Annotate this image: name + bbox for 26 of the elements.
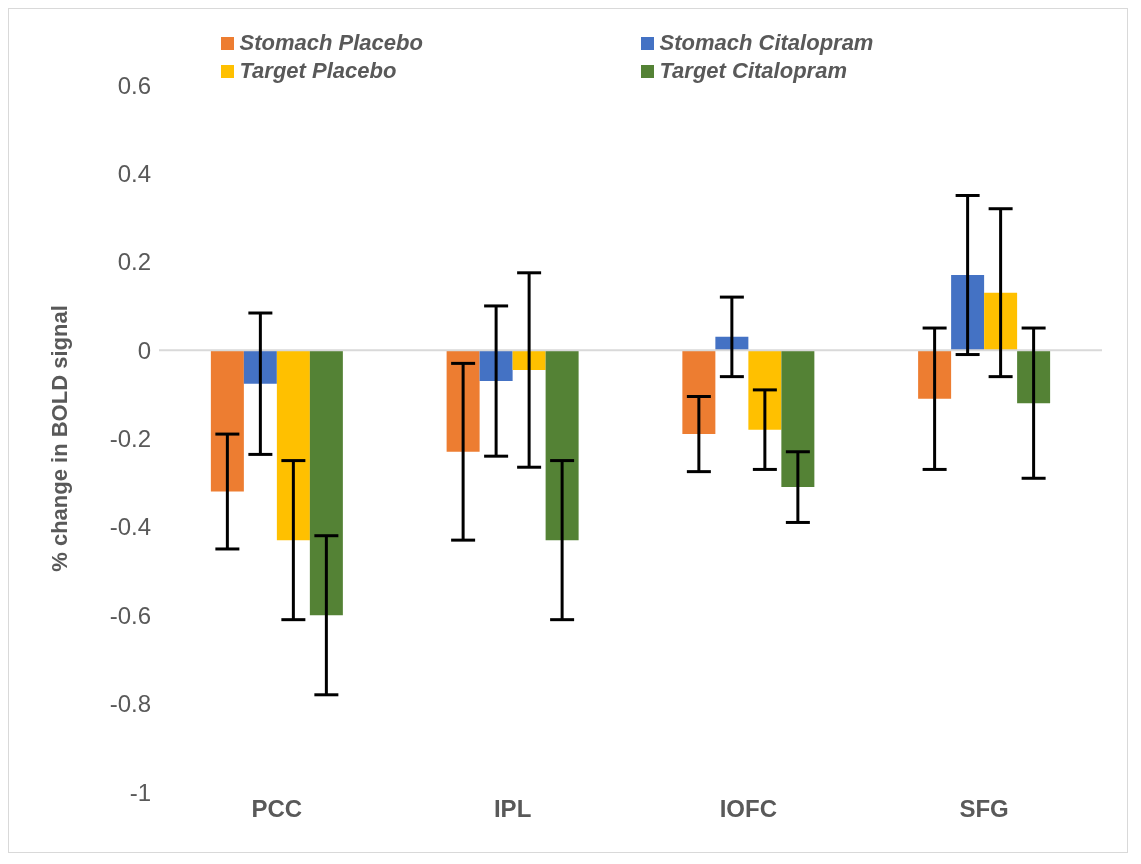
y-tick-label: 0: [137, 336, 151, 364]
y-tick-label: -0.6: [109, 601, 151, 629]
bar: [545, 350, 579, 541]
y-axis-title: % change in BOLD signal: [46, 305, 72, 572]
bar: [276, 350, 310, 541]
y-tick-label: -0.4: [109, 513, 151, 541]
legend-label: Stomach Placebo: [238, 29, 424, 57]
bar: [748, 350, 782, 430]
legend-label: Target Citalopram: [658, 57, 848, 85]
bar: [781, 350, 815, 488]
y-tick-label: 0.6: [117, 71, 151, 99]
legend-label: Stomach Citalopram: [658, 29, 875, 57]
y-tick-label: -0.2: [109, 425, 151, 453]
bar: [446, 350, 480, 452]
x-tick-label: IPL: [493, 795, 532, 823]
x-tick-label: PCC: [251, 795, 303, 823]
legend-label: Target Placebo: [238, 57, 398, 85]
bar: [682, 350, 716, 435]
y-tick-label: 0.2: [117, 248, 151, 276]
x-tick-label: IOFC: [719, 795, 778, 823]
x-tick-label: SFG: [959, 795, 1009, 823]
y-tick-label: -1: [129, 778, 151, 806]
y-tick-label: 0.4: [117, 159, 151, 187]
bar: [309, 350, 343, 616]
y-tick-label: -0.8: [109, 690, 151, 718]
bar: [210, 350, 244, 492]
